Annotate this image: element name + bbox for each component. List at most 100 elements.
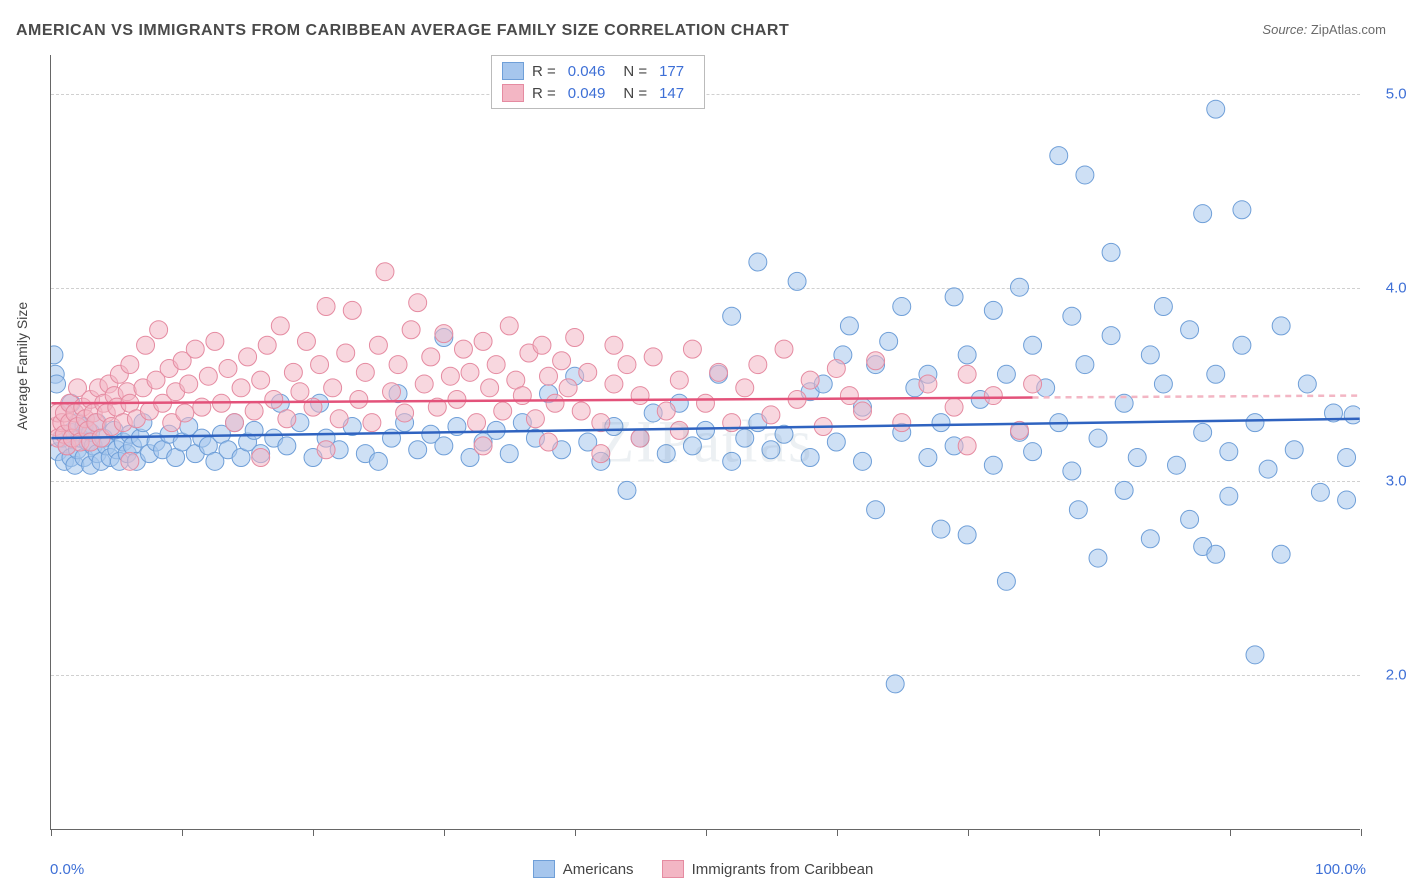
data-point [893,298,911,316]
data-point [1102,243,1120,261]
legend-label: Immigrants from Caribbean [692,861,874,878]
data-point [618,356,636,374]
data-point [356,363,374,381]
trend-line-dashed [1033,396,1360,398]
data-point [553,352,571,370]
data-point [206,332,224,350]
data-point [337,344,355,362]
data-point [500,317,518,335]
data-point [468,414,486,432]
data-point [670,371,688,389]
data-point [494,402,512,420]
stat-r-label: R = [532,85,556,102]
data-point [559,379,577,397]
data-point [278,437,296,455]
data-point [644,348,662,366]
data-point [369,336,387,354]
data-point [481,379,499,397]
legend-stat-row: R =0.049N =147 [502,82,694,104]
data-point [958,365,976,383]
data-point [749,253,767,271]
data-point [958,437,976,455]
data-point [487,356,505,374]
data-point [415,375,433,393]
x-tick [1230,829,1231,836]
data-point [997,572,1015,590]
data-point [500,445,518,463]
data-point [363,414,381,432]
data-point [945,398,963,416]
data-point [919,375,937,393]
data-point [1050,147,1068,165]
data-point [1063,307,1081,325]
data-point [749,356,767,374]
legend-stat-row: R =0.046N =177 [502,60,694,82]
stat-n-value: 147 [659,85,684,102]
data-point [1168,456,1186,474]
data-point [176,404,194,422]
data-point [984,301,1002,319]
data-point [1220,443,1238,461]
x-tick [968,829,969,836]
data-point [945,288,963,306]
data-point [317,441,335,459]
data-point [278,410,296,428]
data-point [710,363,728,381]
data-point [441,367,459,385]
data-point [389,356,407,374]
data-point [1181,510,1199,528]
data-point [1259,460,1277,478]
legend-swatch [502,62,524,80]
data-point [1024,443,1042,461]
data-point [840,317,858,335]
source-attribution: Source: ZipAtlas.com [1262,22,1386,37]
data-point [121,356,139,374]
data-point [540,433,558,451]
data-point [958,526,976,544]
data-point [435,437,453,455]
legend-stats: R =0.046N =177R =0.049N =147 [491,55,705,109]
data-point [435,325,453,343]
data-point [291,383,309,401]
data-point [350,390,368,408]
data-point [1154,375,1172,393]
data-point [330,410,348,428]
data-point [657,402,675,420]
data-point [605,336,623,354]
data-point [1089,549,1107,567]
data-point [880,332,898,350]
data-point [1076,356,1094,374]
legend-swatch [662,860,684,878]
data-point [775,340,793,358]
data-point [1298,375,1316,393]
data-point [513,387,531,405]
data-point [284,363,302,381]
data-point [1344,406,1360,424]
data-point [409,294,427,312]
data-point [801,448,819,466]
data-point [193,398,211,416]
data-point [683,340,701,358]
x-tick [51,829,52,836]
data-point [827,433,845,451]
data-point [252,448,270,466]
legend-swatch [533,860,555,878]
data-point [736,379,754,397]
data-point [219,359,237,377]
data-point [1089,429,1107,447]
data-point [265,390,283,408]
data-point [893,414,911,432]
data-point [474,437,492,455]
correlation-chart: AMERICAN VS IMMIGRANTS FROM CARIBBEAN AV… [0,0,1406,892]
data-point [1233,336,1251,354]
legend-label: Americans [563,861,634,878]
data-point [566,329,584,347]
data-point [572,402,590,420]
data-point [245,421,263,439]
data-point [226,414,244,432]
y-tick-label: 2.00 [1386,667,1406,684]
x-tick [1361,829,1362,836]
data-point [324,379,342,397]
legend-swatch [502,84,524,102]
data-point [297,332,315,350]
